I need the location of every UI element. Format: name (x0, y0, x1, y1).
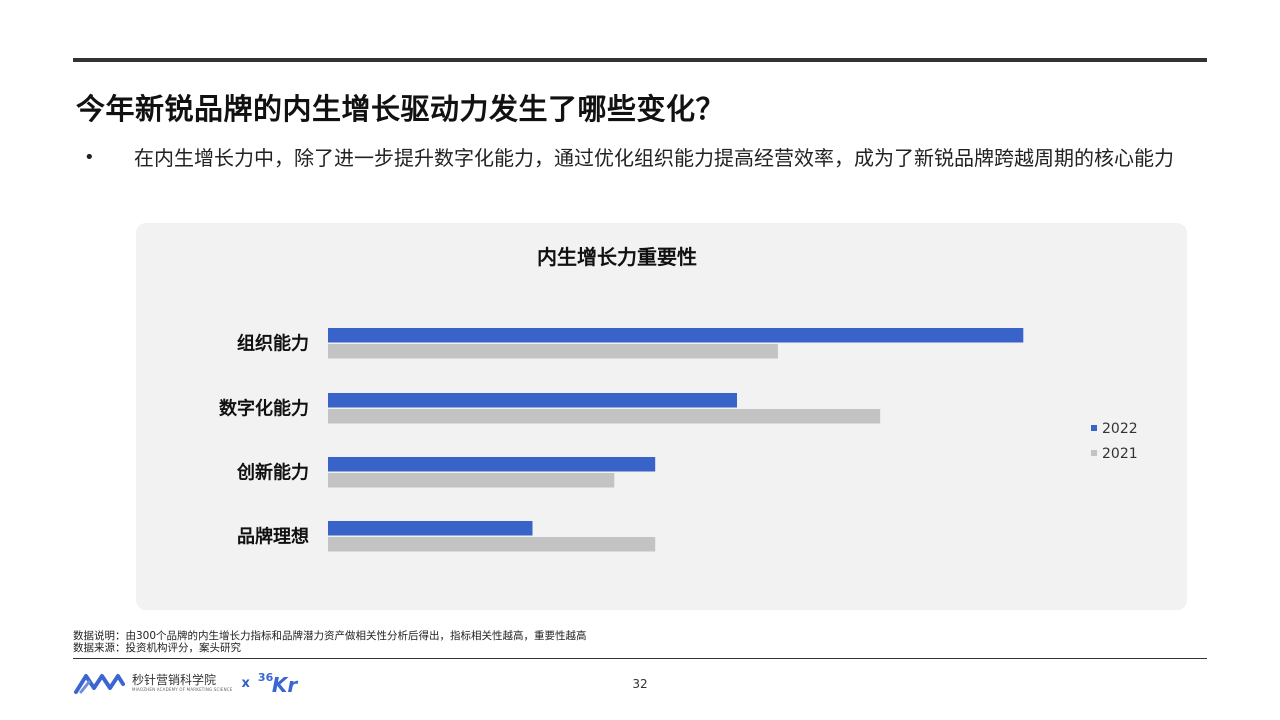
bar-2021-3 (328, 537, 656, 552)
chart-legend: 2022 2021 (1091, 421, 1138, 462)
category-label-0: 组织能力 (237, 333, 309, 355)
bar-2022-3 (328, 521, 533, 536)
collaboration-x: x (241, 675, 250, 691)
logo-english-name: MIAOZHEN ACADEMY OF MARKETING SCIENCE (132, 687, 233, 692)
chart-bars (328, 328, 1024, 552)
chart-card: 内生增长力重要性 组织能力数字化能力创新能力品牌理想 2022 2021 (136, 223, 1187, 610)
page-title: 今年新锐品牌的内生增长驱动力发生了哪些变化？ (76, 92, 726, 126)
miaozhen-logo-text: 秒针营销科学院 MIAOZHEN ACADEMY OF MARKETING SC… (132, 673, 233, 693)
kr-logo-kr: Kr (271, 673, 298, 697)
data-source: 数据来源：投资机构评分，案头研究 (73, 642, 241, 654)
top-rule (73, 58, 1207, 62)
legend-swatch-2021 (1091, 450, 1097, 456)
kr-logo-36: 36 (257, 671, 274, 684)
page-number: 32 (632, 677, 648, 691)
data-description: 数据说明：由300个品牌的内生增长力指标和品牌潜力资产做相关性分析后得出，指标相… (73, 630, 587, 642)
logo-chinese-name: 秒针营销科学院 (132, 673, 217, 687)
bar-2021-2 (328, 473, 615, 488)
bar-2022-1 (328, 393, 737, 408)
bar-2022-0 (328, 328, 1024, 343)
category-label-1: 数字化能力 (219, 398, 309, 420)
category-label-2: 创新能力 (236, 462, 309, 484)
bullet-symbol: • (84, 147, 95, 168)
data-notes: 数据说明：由300个品牌的内生增长力指标和品牌潜力资产做相关性分析后得出，指标相… (73, 630, 587, 654)
mountain-wave-logo-icon (74, 674, 125, 694)
36kr-logo-icon: 36 Kr (257, 671, 300, 697)
bottom-rule (73, 658, 1207, 659)
category-label-3: 品牌理想 (237, 526, 309, 548)
bullet-text: 在内生增长力中，除了进一步提升数字化能力，通过优化组织能力提高经营效率，成为了新… (134, 146, 1174, 170)
footer-logos: 秒针营销科学院 MIAOZHEN ACADEMY OF MARKETING SC… (73, 670, 300, 697)
bullet-point: • 在内生增长力中，除了进一步提升数字化能力，通过优化组织能力提高经营效率，成为… (84, 145, 1204, 171)
bar-2021-0 (328, 344, 778, 359)
legend-swatch-2022 (1091, 425, 1097, 431)
legend-label-2022: 2022 (1102, 421, 1138, 437)
chart-title: 内生增长力重要性 (537, 245, 697, 269)
legend-label-2021: 2021 (1102, 446, 1138, 462)
bar-2021-1 (328, 409, 881, 424)
bar-2022-2 (328, 457, 656, 472)
